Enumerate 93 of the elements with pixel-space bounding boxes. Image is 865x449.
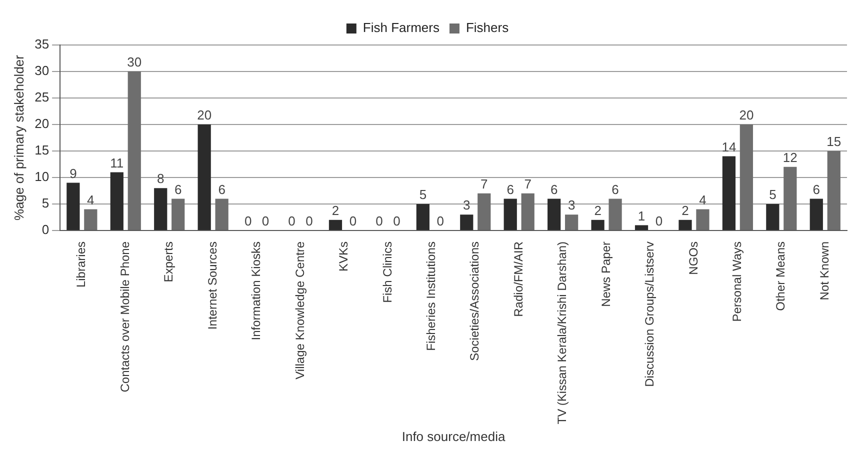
y-tick-label: 15 bbox=[34, 142, 50, 158]
y-tick-label: 30 bbox=[34, 63, 50, 78]
x-tick-label: Not Known bbox=[817, 242, 832, 300]
y-tick-label: 20 bbox=[34, 116, 50, 132]
bar bbox=[128, 72, 141, 230]
x-tick-label: Discussion Groups/Listserv bbox=[642, 242, 657, 387]
x-axis-title: Info source/media bbox=[402, 428, 506, 444]
legend-label: Fishers bbox=[466, 20, 510, 36]
data-label: 0 bbox=[376, 214, 383, 229]
data-label: 6 bbox=[174, 182, 182, 197]
bar bbox=[784, 166, 797, 230]
data-label: 6 bbox=[612, 182, 619, 197]
bar bbox=[827, 151, 840, 230]
bar bbox=[678, 220, 692, 230]
data-label: 20 bbox=[197, 108, 212, 123]
bar bbox=[478, 193, 491, 230]
bar bbox=[66, 182, 80, 230]
data-label: 0 bbox=[655, 214, 663, 229]
data-label: 4 bbox=[699, 192, 706, 208]
data-label: 0 bbox=[288, 214, 296, 229]
x-tick-label: News Paper bbox=[598, 242, 613, 307]
bar bbox=[696, 209, 710, 230]
x-tick-label: NGOs bbox=[686, 242, 700, 275]
bar bbox=[810, 198, 823, 230]
bar bbox=[565, 214, 578, 230]
data-label: 2 bbox=[682, 202, 689, 218]
x-tick-label: TV (Kissan Kerala/Krishi Darshan) bbox=[555, 242, 570, 424]
y-axis-title: %age of primary stakeholder bbox=[11, 54, 26, 220]
data-label: 2 bbox=[332, 202, 340, 218]
data-label: 5 bbox=[769, 187, 776, 202]
data-label: 0 bbox=[244, 214, 252, 229]
x-tick-label: Fisheries Institutions bbox=[424, 242, 438, 351]
data-label: 9 bbox=[70, 166, 77, 181]
data-label: 14 bbox=[722, 139, 736, 154]
bar bbox=[84, 209, 98, 230]
bar bbox=[110, 172, 124, 230]
bar bbox=[740, 124, 754, 230]
data-label: 8 bbox=[156, 171, 164, 186]
bar bbox=[722, 156, 736, 230]
data-label: 15 bbox=[826, 134, 842, 150]
bar bbox=[548, 198, 561, 230]
data-label: 6 bbox=[812, 182, 820, 197]
data-label: 3 bbox=[568, 198, 576, 213]
y-tick-label: 10 bbox=[34, 169, 50, 184]
bar bbox=[215, 198, 228, 230]
data-label: 1 bbox=[638, 208, 646, 224]
data-label: 6 bbox=[550, 182, 558, 197]
data-label: 3 bbox=[463, 198, 470, 213]
x-tick-label: Experts bbox=[162, 242, 176, 282]
x-tick-label: Internet Sources bbox=[205, 242, 220, 330]
bar bbox=[198, 124, 211, 230]
data-label: 6 bbox=[218, 182, 226, 197]
x-tick-label: KVKs bbox=[336, 242, 351, 272]
x-tick-label: Contacts over Mobile Phone bbox=[118, 241, 132, 392]
x-tick-label: Information Kiosks bbox=[249, 242, 264, 340]
x-tick-label: Societies/Associations bbox=[468, 242, 482, 361]
bar bbox=[154, 188, 168, 230]
data-label: 20 bbox=[739, 108, 754, 123]
x-tick-label: Village Knowledge Centre bbox=[292, 241, 307, 380]
data-label: 11 bbox=[110, 155, 124, 170]
data-label: 0 bbox=[306, 214, 313, 229]
legend-label: Fish Farmers bbox=[362, 20, 440, 36]
y-tick-label: 0 bbox=[42, 222, 50, 238]
bar bbox=[504, 198, 517, 230]
data-label: 0 bbox=[393, 214, 400, 229]
bar bbox=[460, 214, 474, 230]
data-label: 4 bbox=[87, 192, 94, 208]
data-label: 7 bbox=[480, 176, 488, 192]
bar bbox=[608, 198, 622, 230]
data-label: 30 bbox=[127, 54, 142, 70]
data-label: 0 bbox=[349, 214, 357, 229]
data-label: 7 bbox=[524, 176, 532, 192]
x-tick-label: Other Means bbox=[774, 242, 788, 311]
bar bbox=[328, 220, 342, 230]
y-tick-label: 25 bbox=[34, 90, 50, 105]
bar bbox=[521, 193, 534, 230]
y-tick-label: 35 bbox=[34, 36, 50, 52]
data-label: 0 bbox=[262, 214, 270, 229]
bar bbox=[591, 220, 604, 230]
bar bbox=[766, 204, 780, 230]
data-label: 5 bbox=[419, 187, 427, 202]
data-label: 6 bbox=[506, 182, 514, 197]
x-tick-label: Radio/FM/AIR bbox=[511, 241, 526, 317]
bar bbox=[416, 204, 430, 230]
bar bbox=[172, 198, 185, 230]
x-tick-label: Fish Clinics bbox=[380, 242, 394, 303]
y-tick-label: 5 bbox=[42, 196, 50, 211]
x-tick-label: Libraries bbox=[74, 242, 88, 288]
x-tick-label: Personal Ways bbox=[730, 242, 744, 322]
bar bbox=[634, 225, 648, 230]
data-label: 2 bbox=[594, 202, 602, 218]
data-label: 0 bbox=[436, 214, 444, 229]
data-label: 12 bbox=[782, 150, 798, 165]
